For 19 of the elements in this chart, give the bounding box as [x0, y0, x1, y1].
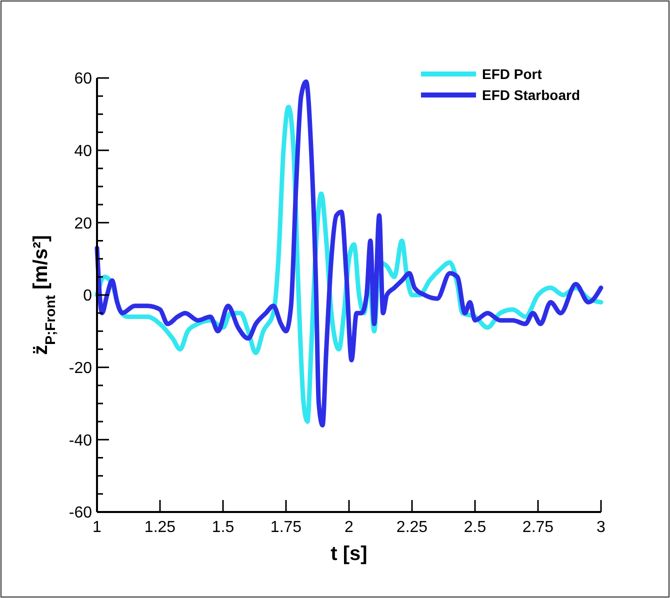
- y-tick-label: 0: [83, 288, 92, 305]
- x-tick-label: 1.25: [144, 519, 176, 536]
- y-tick-label: -20: [68, 360, 92, 377]
- x-tick-label: 1.5: [212, 519, 234, 536]
- x-tick-label: 1: [92, 519, 102, 536]
- x-tick-label: 2.25: [396, 519, 428, 536]
- x-tick-label: 2.75: [522, 519, 554, 536]
- x-tick-label: 2: [344, 519, 354, 536]
- legend-label: EFD Port: [482, 66, 542, 82]
- x-tick-label: 3: [596, 519, 606, 536]
- y-tick-label: -40: [68, 432, 92, 450]
- x-axis-title: t [s]: [330, 543, 368, 565]
- x-tick-label: 2.5: [464, 519, 486, 536]
- y-tick-label: -60: [68, 504, 92, 522]
- y-tick-label: 20: [74, 215, 92, 232]
- y-tick-label: 60: [74, 70, 92, 88]
- legend-label: EFD Starboard: [482, 86, 580, 103]
- y-tick-label: 40: [74, 142, 92, 160]
- x-tick-label: 1.75: [270, 519, 302, 536]
